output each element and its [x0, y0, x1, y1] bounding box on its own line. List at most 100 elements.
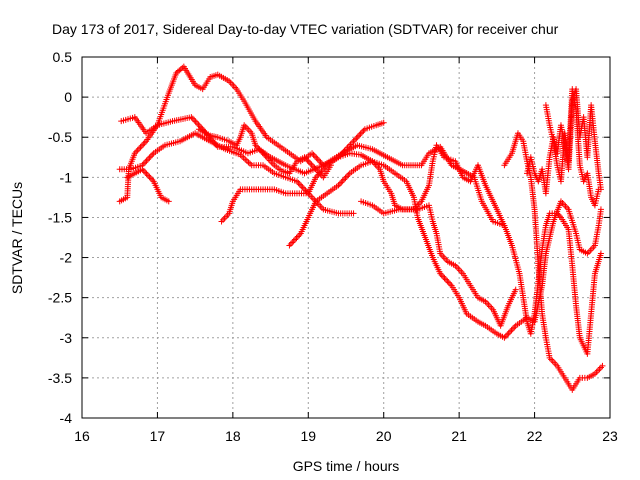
data-point	[554, 210, 561, 217]
data-point	[293, 235, 300, 242]
data-point	[145, 156, 151, 163]
data-point	[502, 333, 509, 340]
y-tick-label: -2	[60, 250, 73, 266]
x-tick-label: 19	[300, 428, 316, 444]
series-track-4	[124, 166, 172, 205]
y-tick-label: 0	[64, 89, 72, 105]
data-point	[145, 172, 151, 179]
plot-area	[116, 63, 606, 393]
data-point	[509, 325, 516, 332]
data-point	[307, 160, 314, 167]
data-point	[343, 173, 350, 180]
data-point	[359, 129, 366, 136]
data-point	[286, 242, 293, 249]
data-point	[192, 118, 199, 125]
data-point	[314, 156, 321, 163]
data-point	[511, 324, 518, 331]
x-tick-label: 17	[150, 428, 166, 444]
data-point	[146, 173, 153, 180]
data-point	[143, 157, 150, 164]
y-tick-label: -0.5	[48, 129, 72, 145]
y-tick-label: -3	[60, 330, 73, 346]
data-point	[316, 157, 323, 164]
series-track-11	[542, 86, 602, 209]
data-point	[327, 162, 334, 169]
data-point	[142, 159, 149, 166]
data-point	[442, 276, 449, 283]
data-point	[507, 328, 514, 335]
data-point	[308, 161, 315, 168]
data-point	[339, 177, 346, 184]
data-point	[136, 145, 143, 152]
data-point	[508, 327, 515, 334]
data-point	[143, 170, 150, 177]
data-point	[595, 186, 602, 193]
x-tick-label: 18	[225, 428, 241, 444]
data-point	[440, 273, 447, 280]
data-point	[336, 180, 343, 187]
x-tick-label: 16	[74, 428, 90, 444]
data-point	[350, 210, 357, 217]
series-track-9	[501, 130, 606, 393]
data-point	[556, 213, 563, 220]
data-point	[357, 130, 364, 137]
x-tick-label: 23	[602, 428, 618, 444]
data-point	[140, 141, 147, 148]
data-point	[134, 147, 141, 154]
data-point	[445, 279, 452, 286]
data-point	[141, 139, 148, 146]
series-track-1	[118, 63, 387, 169]
x-tick-label: 21	[451, 428, 467, 444]
y-tick-label: -4	[60, 410, 73, 426]
series-track-6	[286, 158, 604, 341]
data-point	[555, 211, 562, 218]
series-track-3	[116, 130, 357, 217]
data-point	[299, 184, 306, 191]
data-point	[338, 179, 345, 186]
data-point	[149, 151, 156, 158]
data-point	[342, 174, 349, 181]
data-point	[147, 153, 154, 160]
data-point	[296, 181, 303, 188]
x-tick-label: 22	[527, 428, 543, 444]
y-tick-label: 0.5	[53, 49, 73, 65]
data-point	[287, 241, 294, 248]
data-point	[444, 278, 451, 285]
x-axis-label: GPS time / hours	[293, 458, 400, 474]
series-track-5	[218, 150, 519, 329]
data-point	[146, 154, 153, 161]
data-point	[380, 119, 387, 126]
y-axis-label: SDTVAR / TECUs	[9, 182, 25, 294]
data-point	[140, 167, 147, 174]
data-point	[194, 120, 201, 127]
data-point	[292, 236, 299, 243]
data-point	[189, 115, 196, 122]
data-point	[137, 144, 144, 151]
data-point	[147, 175, 154, 182]
data-point	[290, 238, 297, 245]
data-point	[310, 151, 317, 158]
data-point	[441, 275, 448, 282]
data-point	[354, 133, 361, 140]
x-tick-label: 20	[376, 428, 392, 444]
y-tick-label: -3.5	[48, 370, 72, 386]
data-point	[599, 362, 606, 369]
data-point	[345, 171, 352, 178]
data-point	[505, 330, 512, 337]
y-tick-label: -1.5	[48, 209, 72, 225]
data-point	[138, 142, 145, 149]
axis-ticks: 16 17 18 19 20 21 22 23 -4 -3.5 -3 -2.5 -2 -1.5 -1 -0.5…	[48, 49, 618, 444]
y-tick-label: -1	[60, 169, 73, 185]
data-point	[289, 239, 296, 246]
data-point	[294, 233, 301, 240]
grid	[82, 57, 610, 418]
data-point	[512, 286, 519, 293]
data-point	[298, 182, 305, 189]
y-tick-label: -2.5	[48, 290, 72, 306]
series-track-7	[195, 122, 334, 181]
data-point	[196, 123, 203, 130]
data-point	[597, 206, 604, 213]
data-point	[313, 154, 320, 161]
data-point	[597, 250, 604, 257]
chart-title: Day 173 of 2017, Sidereal Day-to-day VTE…	[52, 21, 559, 37]
